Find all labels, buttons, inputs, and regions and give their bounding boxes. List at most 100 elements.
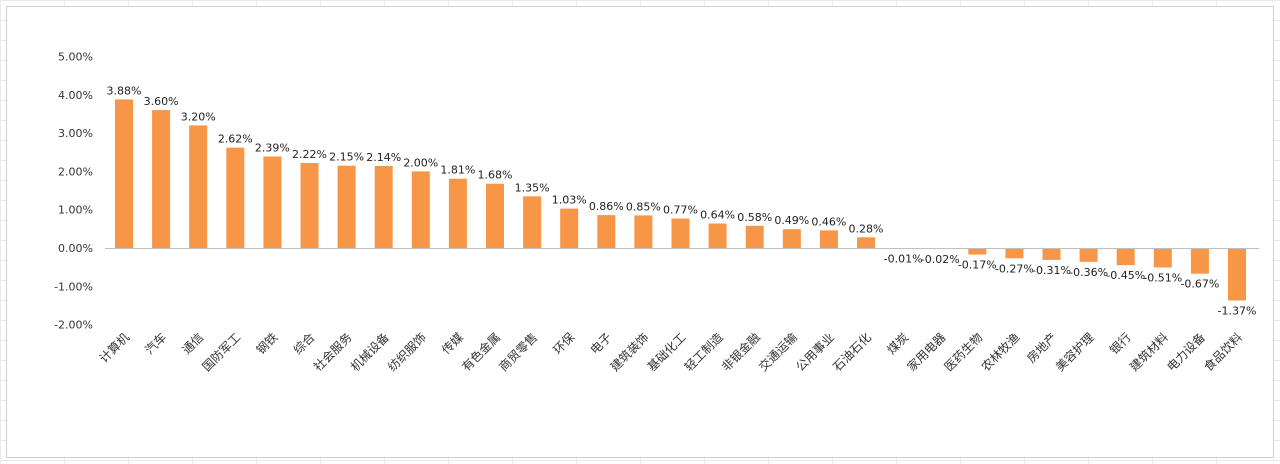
y-tick-label: 4.00%: [58, 89, 93, 102]
x-category-label: 综合: [290, 330, 318, 358]
data-label: 0.49%: [774, 214, 809, 227]
data-label: -0.67%: [1180, 278, 1219, 291]
y-tick-label: 2.00%: [58, 165, 93, 178]
bar: [189, 125, 208, 248]
bar: [226, 147, 245, 248]
x-category-label: 家用电器: [904, 330, 949, 375]
bar: [1190, 248, 1209, 274]
x-category-label: 纺织服饰: [385, 330, 429, 374]
bar: [300, 163, 319, 248]
data-label: -0.27%: [995, 262, 1034, 275]
x-category-label: 钢铁: [254, 330, 281, 357]
x-category-label: 传媒: [438, 330, 466, 358]
bars: [115, 99, 1246, 301]
bar: [486, 183, 504, 248]
data-label: 1.68%: [478, 169, 513, 182]
data-label: 0.77%: [663, 204, 698, 217]
data-label: 1.35%: [515, 181, 550, 194]
x-category-label: 基础化工: [645, 330, 689, 374]
data-label: 0.28%: [849, 222, 884, 235]
data-label: -0.31%: [1032, 264, 1071, 277]
x-category-label: 轻工制造: [682, 330, 726, 374]
bar: [671, 218, 690, 248]
data-label: 3.60%: [144, 95, 179, 108]
data-label: -0.45%: [1106, 269, 1145, 282]
data-label: 0.85%: [626, 200, 661, 213]
x-category-label: 银行: [1107, 330, 1134, 357]
x-category-label: 非银金融: [718, 330, 763, 375]
x-category-label: 机械设备: [347, 330, 392, 375]
y-tick-label: 1.00%: [58, 204, 93, 217]
bar-chart: -2.00% -1.00% 0.00% 1.00% 2.00% 3.00% 4.00% 5.0…: [54, 51, 1259, 375]
data-label: 2.00%: [403, 156, 438, 169]
data-label: 0.46%: [811, 215, 846, 228]
data-label: 2.15%: [329, 151, 364, 164]
bar: [374, 166, 393, 248]
y-tick-label: 3.00%: [58, 127, 93, 140]
y-tick-label: 0.00%: [58, 242, 93, 255]
x-category-label: 建筑装饰: [607, 330, 652, 375]
x-category-label: 国防军工: [199, 330, 244, 375]
bar: [1116, 248, 1135, 266]
x-category-label: 通信: [179, 330, 206, 357]
data-label: 1.03%: [552, 194, 587, 207]
y-tick-label: 5.00%: [58, 51, 93, 64]
data-label: 0.64%: [700, 209, 735, 222]
data-label: 3.20%: [181, 110, 216, 123]
data-label: 1.81%: [440, 164, 475, 177]
x-category-label: 社会服务: [310, 330, 355, 375]
bar: [1042, 248, 1061, 260]
data-label: -0.17%: [958, 259, 997, 272]
x-category-label: 环保: [550, 330, 577, 357]
data-label: 0.86%: [589, 200, 624, 213]
x-axis-category-labels: 计算机 汽车 通信国防军工 钢铁 综合社会服务机械设备纺织服饰 传媒有色金属商贸零售 环保电…: [96, 330, 1245, 375]
bar: [597, 215, 616, 248]
data-label: -0.02%: [921, 253, 960, 266]
bar: [523, 196, 542, 248]
x-category-label: 公用事业: [793, 330, 837, 374]
bar: [1228, 248, 1246, 301]
bar: [560, 208, 579, 248]
x-category-label: 建筑材料: [1126, 330, 1171, 375]
bar: [337, 165, 356, 248]
x-category-label: 美容护理: [1052, 330, 1097, 375]
x-category-label: 交通运输: [755, 330, 800, 375]
x-category-label: 计算机: [96, 330, 132, 366]
data-label: 2.62%: [218, 133, 253, 146]
x-category-label: 汽车: [142, 330, 170, 358]
bar: [782, 229, 801, 248]
x-category-label: 有色金属: [459, 330, 504, 375]
x-category-label: 电子: [588, 330, 615, 357]
y-tick-label: -1.00%: [54, 280, 93, 293]
x-category-label: 医药生物: [942, 330, 986, 374]
x-category-label: 电力设备: [1164, 330, 1208, 374]
y-axis-labels: -2.00% -1.00% 0.00% 1.00% 2.00% 3.00% 4.00% 5.0…: [54, 51, 93, 332]
x-category-label: 食品饮料: [1201, 330, 1246, 375]
x-category-label: 农林牧渔: [979, 330, 1023, 374]
y-tick-label: -2.00%: [54, 319, 93, 332]
data-label: -1.37%: [1218, 305, 1257, 318]
bar: [968, 248, 987, 255]
chart-area: -2.00% -1.00% 0.00% 1.00% 2.00% 3.00% 4.00% 5.0…: [6, 6, 1274, 458]
bar: [152, 110, 171, 248]
bar: [1005, 248, 1024, 259]
data-label: -0.36%: [1069, 266, 1108, 279]
data-label: -0.51%: [1143, 272, 1182, 285]
bar: [448, 178, 467, 248]
data-label: 3.88%: [107, 84, 142, 97]
data-label: 2.22%: [292, 148, 327, 161]
x-category-label: 石油石化: [830, 330, 874, 374]
x-category-label: 房地产: [1024, 330, 1060, 366]
bar: [857, 237, 875, 248]
bar: [411, 171, 430, 248]
data-labels: 3.88%3.60%3.20%2.62%2.39% 2.22% 2.15% 2.14%…: [107, 84, 1257, 317]
bar: [115, 99, 133, 249]
data-label: 2.14%: [366, 151, 401, 164]
x-category-label: 商贸零售: [496, 330, 541, 375]
data-label: 0.58%: [737, 211, 772, 224]
bar: [745, 225, 764, 248]
data-label: -0.01%: [884, 252, 923, 265]
bar: [1153, 248, 1172, 268]
x-category-label: 煤炭: [884, 330, 911, 357]
